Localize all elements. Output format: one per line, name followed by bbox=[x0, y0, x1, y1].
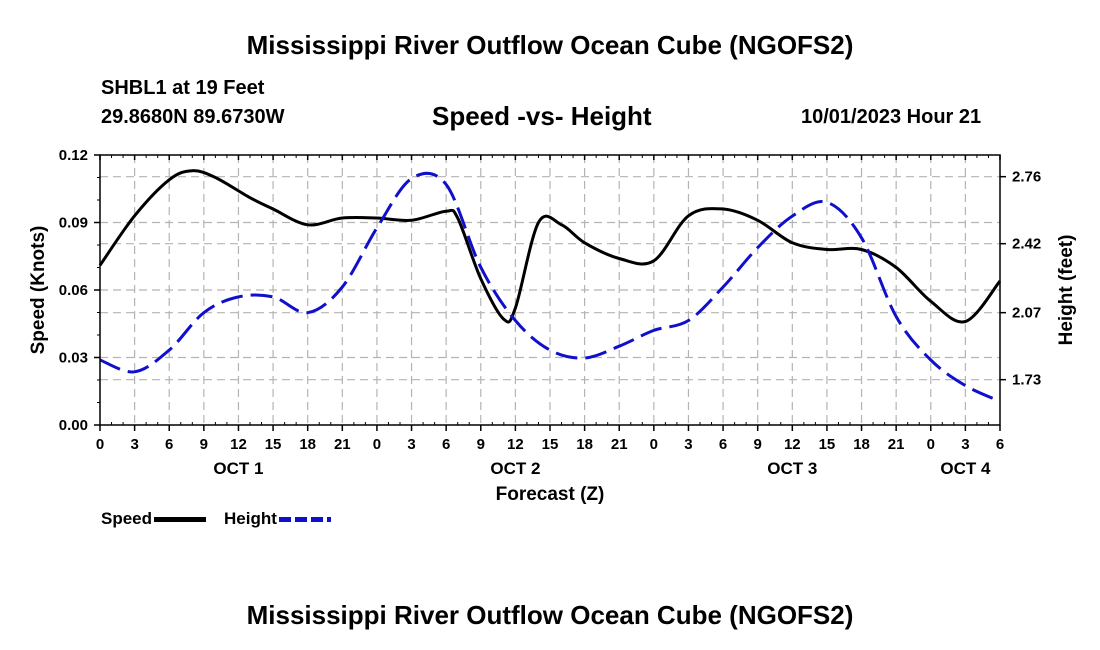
x-tick-label: 3 bbox=[130, 436, 138, 453]
x-tick-label: 15 bbox=[265, 436, 282, 453]
x-axis-title: Forecast (Z) bbox=[496, 484, 605, 505]
y-tick-label: 0.09 bbox=[59, 215, 88, 232]
y2-tick-label: 2.42 bbox=[1012, 236, 1041, 253]
x-tick-label: 0 bbox=[96, 436, 104, 453]
y2-tick-label: 1.73 bbox=[1012, 372, 1041, 389]
page-title-repeat: Mississippi River Outflow Ocean Cube (NG… bbox=[246, 600, 854, 630]
forecast-datetime: 10/01/2023 Hour 21 bbox=[801, 106, 982, 128]
y-axis-title: Speed (Knots) bbox=[28, 226, 49, 355]
legend-speed-swatch bbox=[154, 516, 207, 522]
x-tick-label: 6 bbox=[996, 436, 1004, 453]
x-tick-label: 3 bbox=[684, 436, 692, 453]
x-tick-label: 18 bbox=[576, 436, 593, 453]
x-tick-label: 0 bbox=[373, 436, 381, 453]
x-tick-label: 15 bbox=[542, 436, 559, 453]
series-line-speed bbox=[98, 169, 1002, 324]
x-tick-label: 21 bbox=[611, 436, 628, 453]
x-tick-label: 21 bbox=[888, 436, 905, 453]
chart-subtitle: Speed -vs- Height bbox=[432, 101, 652, 131]
speed-height-chart: 0 3 6 9 12 15 18 21 0 3 6 9 12 15 18 21 0 3 6 9 12 15 18 21 0 3 6 0… bbox=[28, 147, 1077, 505]
x-tick-label: 9 bbox=[477, 436, 485, 453]
legend-height-swatch bbox=[278, 516, 331, 522]
legend-speed-label: Speed bbox=[101, 509, 153, 528]
station-label: SHBL1 at 19 Feet bbox=[101, 77, 265, 99]
y2-tick-label: 2.07 bbox=[1012, 305, 1041, 322]
x-tick-label: 6 bbox=[719, 436, 727, 453]
x-tick-label: 21 bbox=[334, 436, 351, 453]
chart-series bbox=[98, 169, 1002, 403]
page-title: Mississippi River Outflow Ocean Cube (NG… bbox=[246, 30, 854, 60]
y2-tick-label: 2.76 bbox=[1012, 169, 1041, 186]
x-tick-label: 12 bbox=[784, 436, 801, 453]
x-tick-label: 6 bbox=[442, 436, 450, 453]
y2-axis-title: Height (feet) bbox=[1056, 235, 1077, 346]
y-tick-label: 0.06 bbox=[59, 282, 88, 299]
date-label: OCT 2 bbox=[490, 459, 540, 478]
x-tick-label: 9 bbox=[200, 436, 208, 453]
date-label: OCT 4 bbox=[940, 459, 991, 478]
x-tick-label: 18 bbox=[853, 436, 870, 453]
x-tick-label: 0 bbox=[650, 436, 658, 453]
x-tick-label: 3 bbox=[961, 436, 969, 453]
coordinates-label: 29.8680N 89.6730W bbox=[101, 106, 285, 128]
y-tick-label: 0.03 bbox=[59, 350, 88, 367]
series-line-height bbox=[99, 171, 1001, 403]
x-tick-label: 0 bbox=[927, 436, 935, 453]
x-tick-label: 15 bbox=[819, 436, 836, 453]
date-label: OCT 3 bbox=[767, 459, 817, 478]
x-tick-label: 6 bbox=[165, 436, 173, 453]
chart-axes: 0 3 6 9 12 15 18 21 0 3 6 9 12 15 18 21 0 3 6 9 12 15 18 21 0 3 6 0… bbox=[28, 147, 1077, 505]
y-tick-label: 0.00 bbox=[59, 417, 88, 434]
y-tick-label: 0.12 bbox=[59, 147, 88, 164]
x-tick-label: 9 bbox=[754, 436, 762, 453]
x-tick-label: 18 bbox=[299, 436, 316, 453]
chart-grid bbox=[100, 155, 1000, 425]
chart-legend: Speed Height bbox=[101, 509, 349, 529]
x-tick-label: 12 bbox=[507, 436, 524, 453]
x-tick-label: 12 bbox=[230, 436, 247, 453]
x-tick-label: 3 bbox=[407, 436, 415, 453]
date-label: OCT 1 bbox=[213, 459, 263, 478]
legend-height-label: Height bbox=[224, 509, 277, 528]
